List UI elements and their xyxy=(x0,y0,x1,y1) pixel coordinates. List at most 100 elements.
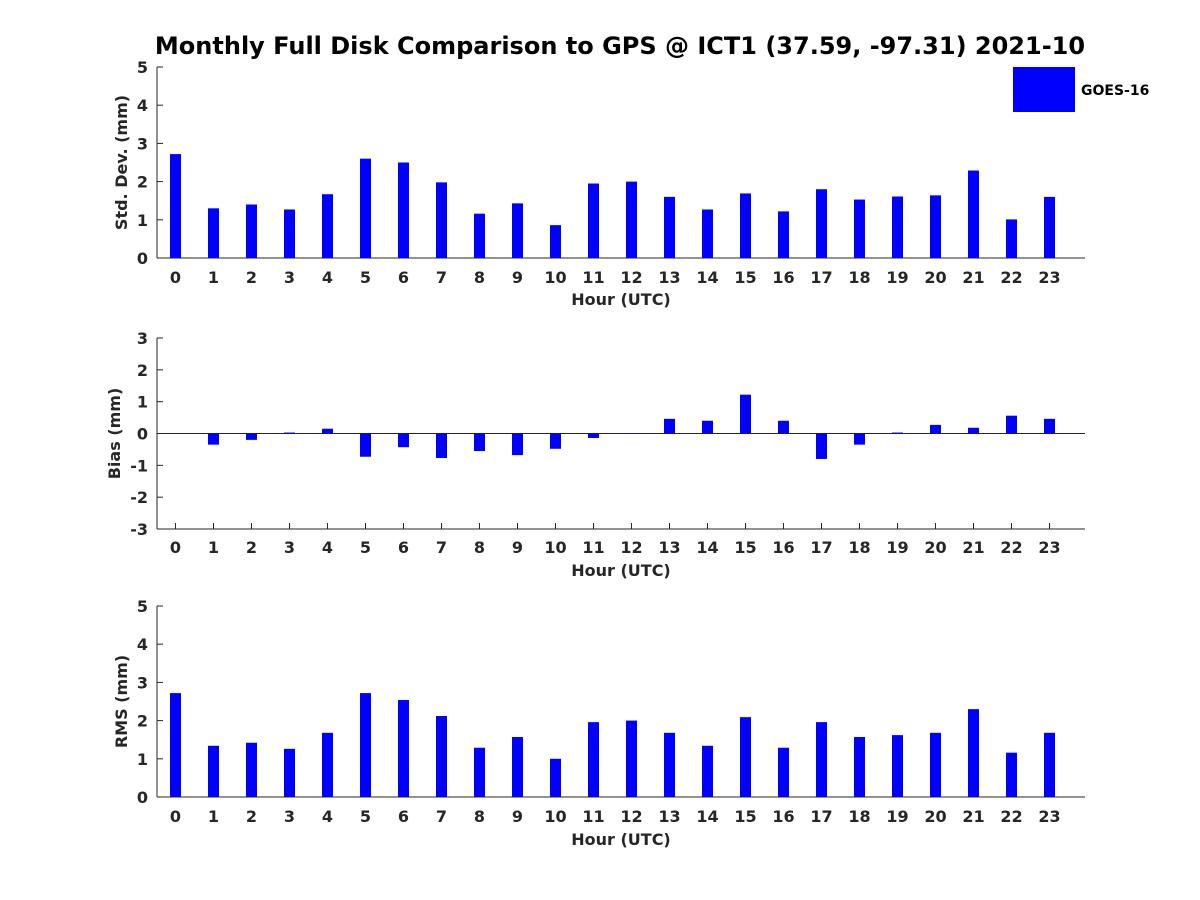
std-dev-xtick-label: 10 xyxy=(544,268,566,287)
rms-bar xyxy=(550,758,561,797)
bias-xtick-label: 7 xyxy=(436,538,447,557)
rms-xtick-label: 10 xyxy=(544,807,566,826)
rms-xtick-label: 5 xyxy=(360,807,371,826)
std-dev-ytick-label: 1 xyxy=(137,211,148,230)
bias-xtick-label: 16 xyxy=(772,538,794,557)
std-dev-xtick-label: 22 xyxy=(1000,268,1022,287)
rms-bar xyxy=(1044,732,1055,797)
rms-bar xyxy=(512,737,523,797)
rms-xtick-label: 20 xyxy=(924,807,946,826)
rms-xtick-label: 14 xyxy=(696,807,718,826)
bias-ytick-label: -1 xyxy=(130,456,148,475)
bias-bar xyxy=(702,420,713,434)
rms-xtick-label: 19 xyxy=(886,807,908,826)
bias-bar xyxy=(1044,418,1055,434)
rms-bar xyxy=(930,732,941,797)
bias-bar xyxy=(778,420,789,434)
std-dev-xtick-label: 11 xyxy=(582,268,604,287)
bias-xtick-label: 17 xyxy=(810,538,832,557)
std-dev-bar xyxy=(322,194,333,258)
std-dev-bar xyxy=(740,193,751,258)
bias-xtick-label: 6 xyxy=(398,538,409,557)
rms-xtick-label: 6 xyxy=(398,807,409,826)
std-dev-xtick-label: 14 xyxy=(696,268,718,287)
std-dev-ytick-label: 0 xyxy=(137,249,148,268)
bias-xtick-label: 12 xyxy=(620,538,642,557)
std-dev-xtick-label: 23 xyxy=(1038,268,1060,287)
std-dev-ytick-label: 5 xyxy=(137,58,148,77)
std-dev-bar xyxy=(284,209,295,258)
std-dev-xtick-label: 6 xyxy=(398,268,409,287)
std-dev-xtick-label: 18 xyxy=(848,268,870,287)
std-dev-bar xyxy=(398,162,409,258)
bias-xtick-label: 11 xyxy=(582,538,604,557)
bias-xtick-label: 5 xyxy=(360,538,371,557)
bias-bar xyxy=(588,433,599,438)
std-dev-xtick-label: 9 xyxy=(512,268,523,287)
bias-bar xyxy=(360,433,371,457)
rms-ytick-label: 4 xyxy=(137,635,148,654)
std-dev-xtick-label: 1 xyxy=(208,268,219,287)
bias-bar xyxy=(664,418,675,434)
bias-ytick-label: -3 xyxy=(130,520,148,539)
std-dev-bar xyxy=(854,199,865,258)
std-dev-ylabel: Std. Dev. (mm) xyxy=(112,95,131,230)
rms-bar xyxy=(854,737,865,797)
rms-ytick-label: 3 xyxy=(137,673,148,692)
std-dev-bar xyxy=(588,183,599,258)
std-dev-xtick-label: 21 xyxy=(962,268,984,287)
bias-xtick-label: 4 xyxy=(322,538,333,557)
bias-xtick-label: 2 xyxy=(246,538,257,557)
bias-ytick-label: -2 xyxy=(130,488,148,507)
std-dev-xtick-label: 19 xyxy=(886,268,908,287)
bias-xtick-label: 0 xyxy=(170,538,181,557)
bias-ytick-label: 2 xyxy=(137,361,148,380)
std-dev-bar xyxy=(1044,196,1055,258)
std-dev-xtick-label: 13 xyxy=(658,268,680,287)
std-dev-xtick-label: 12 xyxy=(620,268,642,287)
bias-bar xyxy=(246,433,257,440)
bias-bar xyxy=(284,432,295,434)
legend: GOES-16 xyxy=(1013,67,1149,112)
bias-xtick-label: 10 xyxy=(544,538,566,557)
std-dev-bar xyxy=(664,196,675,258)
rms-xtick-label: 22 xyxy=(1000,807,1022,826)
rms-bar xyxy=(322,732,333,797)
bias-bar xyxy=(436,433,447,459)
rms-bar xyxy=(170,693,181,797)
bias-bar xyxy=(854,433,865,445)
std-dev-bar xyxy=(778,211,789,258)
rms-bar xyxy=(284,748,295,797)
rms-ytick-label: 0 xyxy=(137,788,148,807)
rms-xtick-label: 11 xyxy=(582,807,604,826)
rms-bar xyxy=(474,747,485,797)
rms-xtick-label: 3 xyxy=(284,807,295,826)
rms-xtick-label: 2 xyxy=(246,807,257,826)
bias-ytick-label: 1 xyxy=(137,393,148,412)
rms-xtick-label: 9 xyxy=(512,807,523,826)
rms-xtick-label: 7 xyxy=(436,807,447,826)
std-dev-xtick-label: 8 xyxy=(474,268,485,287)
std-dev-bar xyxy=(550,225,561,258)
rms-xtick-label: 12 xyxy=(620,807,642,826)
rms-bar xyxy=(588,722,599,797)
rms-xtick-label: 23 xyxy=(1038,807,1060,826)
chart-title: Monthly Full Disk Comparison to GPS @ IC… xyxy=(155,32,1085,60)
rms-xtick-label: 1 xyxy=(208,807,219,826)
rms-xtick-label: 18 xyxy=(848,807,870,826)
bias-bar xyxy=(892,432,903,434)
std-dev-ytick-label: 4 xyxy=(137,96,148,115)
std-dev-xtick-label: 15 xyxy=(734,268,756,287)
rms-ylabel: RMS (mm) xyxy=(112,655,131,748)
bias-xtick-label: 20 xyxy=(924,538,946,557)
rms-bar xyxy=(360,693,371,797)
bias-bar xyxy=(208,433,219,445)
bias-ylabel: Bias (mm) xyxy=(105,388,124,480)
rms-xtick-label: 8 xyxy=(474,807,485,826)
rms-bar xyxy=(702,745,713,797)
bias-bar xyxy=(322,428,333,434)
rms-bar xyxy=(740,717,751,797)
